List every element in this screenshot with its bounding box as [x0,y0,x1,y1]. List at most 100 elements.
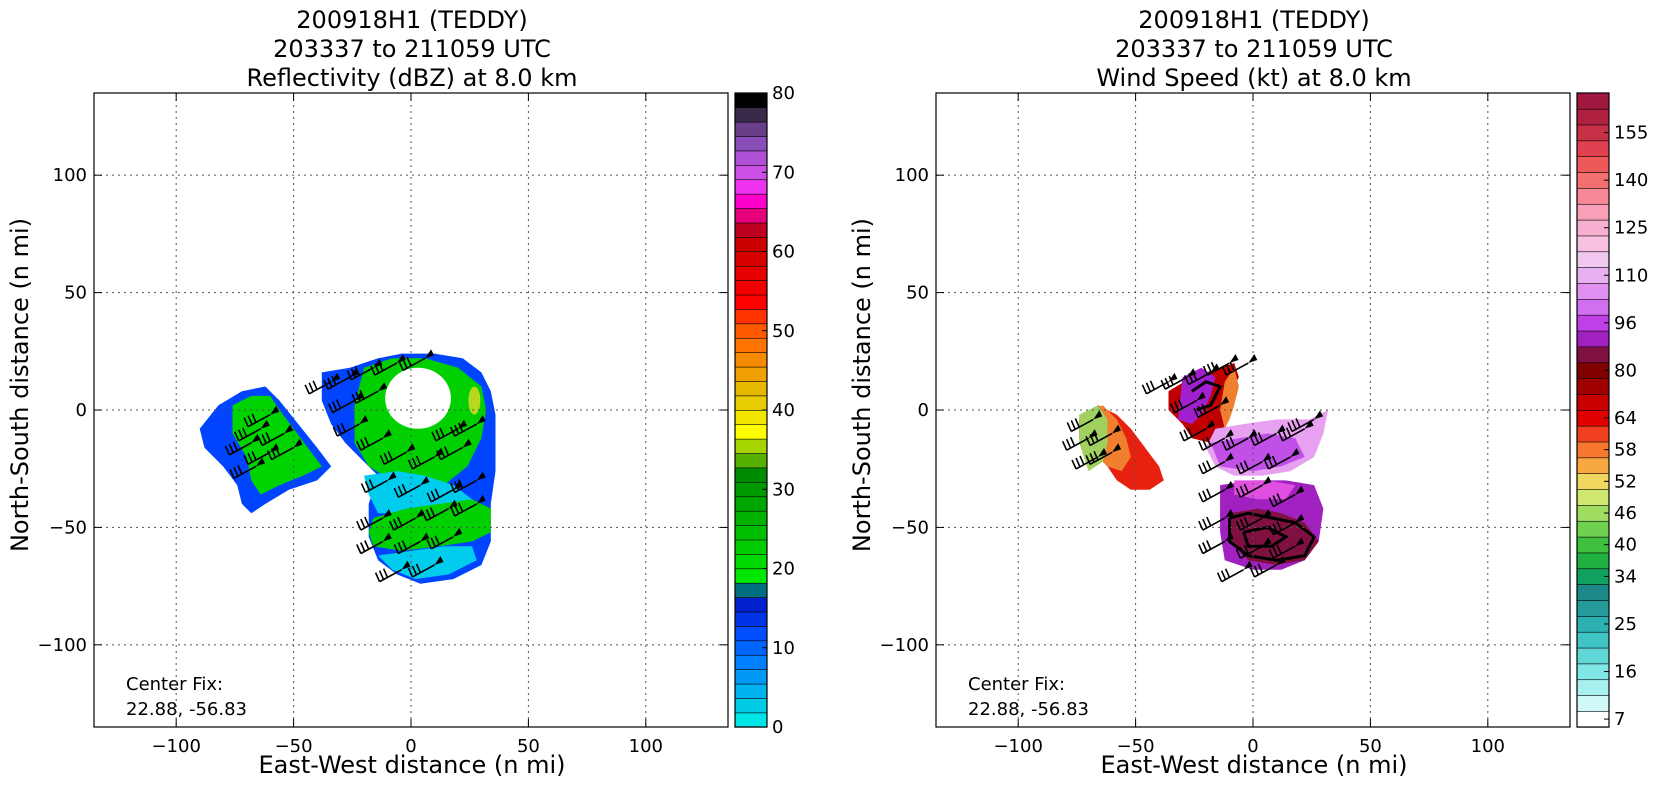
reflectivity-wind-barb-flag [387,471,397,481]
wind-colorbar-tick-label: 7 [1614,709,1625,730]
reflectivity-x-tick-label: −50 [275,736,313,757]
reflectivity-wind-barb-flag [382,429,392,439]
wind-y-tick-label: 100 [895,165,929,186]
reflectivity-colorbar-tick-label: 10 [772,638,795,659]
wind-colorbar-tick-label: 52 [1614,471,1637,492]
reflectivity-title-line-2: 203337 to 211059 UTC [273,35,551,63]
reflectivity-wind-barb-flag [425,349,435,359]
wind-colorbar-tick-label: 155 [1614,123,1648,144]
reflectivity-colorbar-band [734,654,768,670]
reflectivity-wind-barb-flag [382,509,392,519]
wind-x-tick-label: 50 [1359,736,1382,757]
wind-colorbar-band [1576,552,1610,570]
wind-wind-barb-flag [1224,452,1234,462]
reflectivity-colorbar-band [734,424,768,440]
reflectivity-wind-barb-flag [453,527,463,537]
wind-wind-barb [1249,432,1277,447]
reflectivity-y-tick-label: 50 [64,283,87,304]
wind-wind-barb-flag [1206,419,1216,429]
wind-colorbar-band [1576,488,1610,506]
wind-wind-barb-flag [1276,555,1286,565]
wind-wind-barb [1198,436,1226,451]
wind-wind-barb [1235,483,1263,498]
reflectivity-wind-barb [379,450,407,465]
wind-wind-barb [1061,436,1090,451]
wind-wind-barb [1179,427,1207,442]
wind-contour-2 [1242,525,1289,548]
reflectivity-colorbar-band [734,150,768,166]
reflectivity-colorbar-band [734,539,768,555]
wind-wind-barb [1235,544,1263,559]
wind-wind-barbs [1061,354,1324,583]
reflectivity-wind-barb [426,535,454,550]
reflectivity-eye [385,367,451,429]
reflectivity-colorbar-band [734,712,768,728]
wind-title-line-3: Wind Speed (kt) at 8.0 km [1096,64,1411,92]
reflectivity-y-tick-label: −100 [38,635,87,656]
reflectivity-wind-barb [407,563,435,578]
reflectivity-colorbar-tick-label: 30 [772,479,795,500]
wind-wind-barb [1085,432,1113,447]
wind-wind-barb-flag [1112,443,1122,453]
reflectivity-colorbar-band [734,179,768,195]
wind-wind-barb [1198,460,1226,475]
reflectivity-center-fix-label: Center Fix: [126,674,223,695]
wind-x-tick-label: −50 [1117,736,1155,757]
wind-colorbar-band [1576,457,1610,474]
wind-contour-1 [1228,511,1317,562]
wind-wind-barb [1183,371,1212,386]
wind-wind-barb [1202,361,1230,376]
wind-colorbar-tick-label: 46 [1614,503,1637,524]
wind-wind-barb-flag [1220,396,1230,406]
reflectivity-wind-barb [450,479,478,494]
wind-colorbar-tick-label: 25 [1614,614,1637,635]
reflectivity-echo-region-6 [378,546,477,580]
reflectivity-wind-barb [327,399,356,414]
wind-colorbar-band [1576,425,1610,443]
wind-colorbar-tick-label: 125 [1614,218,1648,239]
reflectivity-colorbar-band [734,568,768,584]
reflectivity-colorbar-band [734,121,768,137]
reflectivity-wind-barb [332,422,360,437]
reflectivity-wind-barb [356,516,384,531]
reflectivity-grid [94,93,728,727]
reflectivity-colorbar-band [734,251,768,267]
wind-wind-barb [1221,436,1249,451]
wind-colorbar-tick-label: 64 [1614,408,1637,429]
reflectivity-colorbar-band [734,697,768,714]
wind-colorbar-band [1576,584,1610,601]
reflectivity-wind-barb-flag [406,443,416,453]
wind-colorbar-band [1576,679,1610,696]
wind-colorbar-band [1576,599,1610,617]
wind-colorbar-band [1576,282,1610,300]
reflectivity-wind-barb [266,446,294,461]
reflectivity-colorbar-band [734,625,768,642]
reflectivity-wind-barb-flag [260,419,270,429]
reflectivity-wind-barb-flag [462,438,472,448]
reflectivity-colorbar-band [734,597,768,613]
wind-colorbar-frame [1576,92,1610,728]
wind-wind-barb-flag [1243,560,1253,570]
reflectivity-wind-barb [374,568,402,583]
reflectivity-wind-barb [304,380,332,395]
reflectivity-colorbar-tick-label: 50 [772,321,795,342]
wind-wind-barb-flag [1262,509,1272,519]
reflectivity-title-line-1: 200918H1 (TEDDY) [296,6,527,34]
reflectivity-wind-barb-flag [420,476,430,486]
reflectivity-colorbar-band [734,107,768,123]
wind-colorbar-band [1576,647,1610,665]
reflectivity-wind-barb-flag [415,509,425,519]
reflectivity-wind-barb-flag [293,438,303,448]
wind-colorbar-band [1576,694,1610,712]
reflectivity-wind-barb-flag [270,405,280,415]
reflectivity-colorbar-band [734,467,768,483]
reflectivity-colorbar-tick-label: 60 [772,242,795,263]
reflectivity-x-tick-label: 50 [517,736,540,757]
wind-wind-barb-flag [1229,354,1239,364]
wind-wind-barb-flag [1224,429,1234,439]
wind-y-tick-label: −50 [891,517,929,538]
wind-colorbar-band [1576,346,1610,364]
wind-data-field [1079,363,1329,570]
wind-colorbar-tick-label: 58 [1614,440,1637,461]
wind-y-tick-label: 50 [906,283,929,304]
